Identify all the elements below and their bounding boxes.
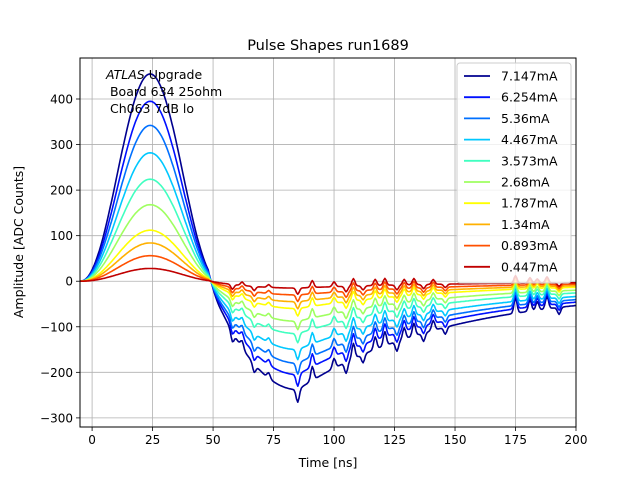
legend-label: 2.68mA (501, 175, 550, 190)
plot-frame (79, 57, 577, 428)
series-line (80, 100, 577, 387)
x-tick-label: 75 (266, 433, 281, 447)
channel-label: Ch063 7dB lo (106, 101, 194, 116)
series-lines (79, 73, 577, 403)
atlas-label: ATLAS (105, 67, 145, 82)
y-axis-label: Amplitude [ADC Counts] (11, 166, 26, 318)
y-tick-label: 400 (50, 93, 73, 107)
x-tick-label: 200 (565, 433, 588, 447)
legend-label: 6.254mA (501, 90, 558, 105)
series-line (80, 178, 576, 344)
x-tick-label: 175 (504, 433, 527, 447)
y-tick-label: 0 (65, 275, 73, 289)
series-line (80, 254, 576, 303)
legend-label: 1.787mA (501, 196, 558, 211)
x-tick-label: 150 (444, 433, 467, 447)
series-line (80, 152, 577, 361)
legend-label: 0.447mA (501, 259, 558, 274)
legend-label: 0.893mA (501, 238, 558, 253)
x-axis-ticks: 0 25 50 75 100 125 150 175 200 (88, 427, 587, 447)
x-tick-label: 0 (88, 433, 96, 447)
x-tick-label: 125 (383, 433, 406, 447)
y-tick-label: −100 (40, 320, 73, 334)
y-tick-label: 100 (50, 229, 73, 243)
series-line (80, 124, 577, 375)
legend-label: 5.36mA (501, 111, 550, 126)
y-tick-label: 300 (50, 138, 73, 152)
board-label: Board 634 25ohm (106, 84, 222, 99)
x-tick-label: 25 (145, 433, 160, 447)
x-tick-label: 100 (323, 433, 346, 447)
atlas-annotation: ATLAS Upgrade Board 634 25ohm Ch063 7dB … (105, 67, 222, 116)
x-axis-label: Time [ns] (298, 455, 358, 470)
legend-label: 3.573mA (501, 153, 558, 168)
series-line (80, 203, 576, 331)
legend: 7.147mA 6.254mA 5.36mA 4.467mA 3.573mA 2.68mA… (456, 62, 572, 284)
series-line (80, 242, 576, 310)
series-line (80, 229, 577, 317)
legend-label: 4.467mA (501, 132, 558, 147)
x-tick-label: 50 (205, 433, 220, 447)
y-axis-ticks: −300 −200 −100 0 100 200 300 400 (40, 93, 80, 425)
y-tick-label: 200 (50, 184, 73, 198)
y-tick-label: −200 (40, 366, 73, 380)
legend-label: 7.147mA (501, 69, 558, 84)
upgrade-label: Upgrade (145, 67, 203, 82)
svg-text:ATLAS Upgrade: ATLAS Upgrade (105, 67, 202, 82)
series-line (79, 73, 577, 403)
legend-label: 1.34mA (501, 217, 550, 232)
y-tick-label: −300 (40, 411, 73, 425)
chart-title: Pulse Shapes run1689 (247, 38, 409, 54)
